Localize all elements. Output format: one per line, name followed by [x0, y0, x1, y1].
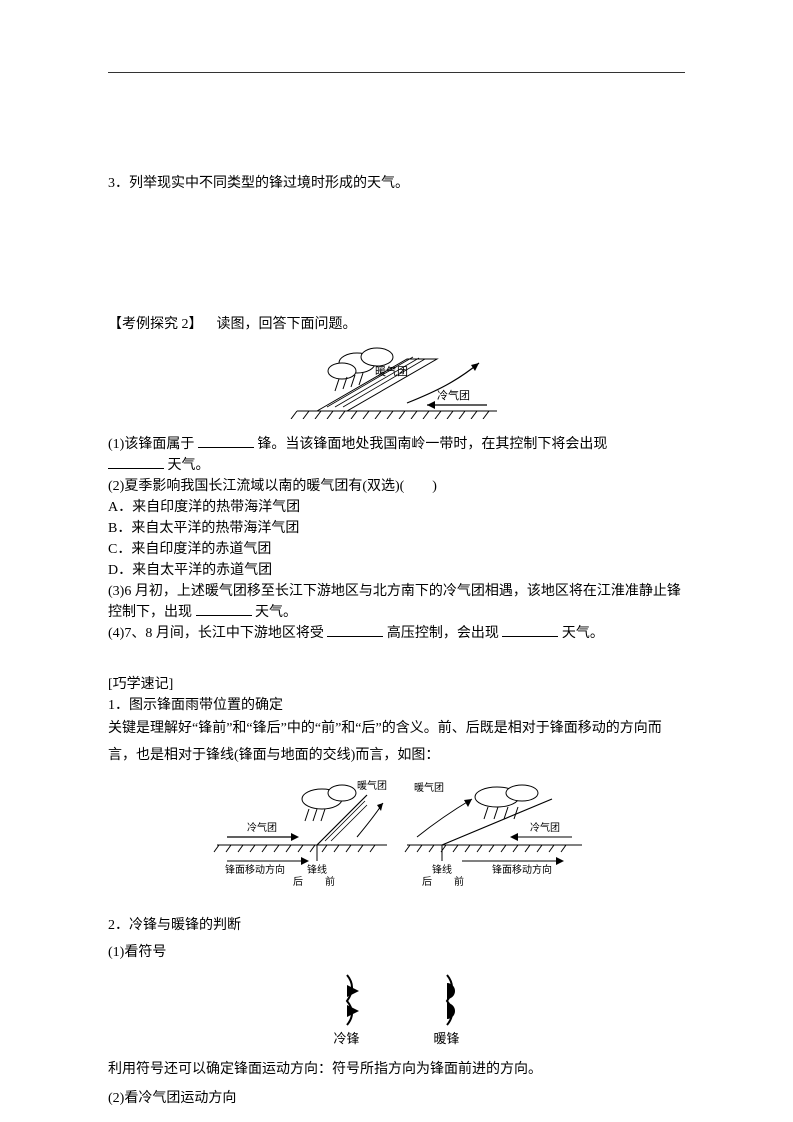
svg-text:前: 前 [325, 875, 335, 888]
tips-s1-note: 利用符号还可以确定锋面运动方向：符号所指方向为锋面前进的方向。 [108, 1059, 685, 1080]
q4-line: (4)7、8 月间，长江中下游地区将受 高压控制，会出现 天气。 [108, 623, 685, 644]
option-c: C．来自印度洋的赤道气团 [108, 539, 685, 560]
warm-front-label: 暖锋 [433, 1029, 459, 1049]
svg-text:锋面移动方向: 锋面移动方向 [492, 863, 552, 876]
q2: (2)夏季影响我国长江流域以南的暖气团有(双选)( ) [108, 476, 685, 497]
tips-h1: 1．图示锋面雨带位置的确定 [108, 695, 685, 716]
fig1-cold-label: 冷气团 [437, 388, 470, 402]
svg-text:暖气团: 暖气团 [357, 779, 387, 792]
example-2-heading: 【考例探究 2】 读图，回答下面问题。 [108, 314, 685, 335]
blank-weather-3[interactable] [502, 623, 558, 637]
blank-front-type[interactable] [198, 434, 254, 448]
example-2-prompt: 读图，回答下面问题。 [217, 317, 357, 332]
svg-text:前: 前 [454, 875, 464, 888]
q1-text-c: 天气。 [168, 458, 210, 473]
q1-text-b: 锋。当该锋面地处我国南岭一带时，在其控制下将会出现 [257, 437, 607, 452]
option-a: A．来自印度洋的热带海洋气团 [108, 497, 685, 518]
example-2-label: 【考例探究 2】 [108, 317, 203, 332]
tips-s1: (1)看符号 [108, 942, 685, 963]
svg-text:冷气团: 冷气团 [530, 821, 560, 834]
blank-weather-1[interactable] [108, 455, 164, 469]
q3-text-a: (3)6 月初，上述暖气团移至长江下游地区与北方南下的冷气团相遇，该地区将在江淮… [108, 584, 681, 620]
tips-p1: 关键是理解好“锋前”和“锋后”中的“前”和“后”的含义。前、后既是相对于锋面移动… [108, 716, 685, 769]
cold-front-symbol: 冷锋 [327, 973, 367, 1049]
tips-s2: (2)看冷气团运动方向 [108, 1088, 685, 1109]
q4-text-c: 天气。 [562, 626, 604, 641]
option-d: D．来自太平洋的赤道气团 [108, 560, 685, 581]
blank-high-pressure[interactable] [327, 623, 383, 637]
tips-header: [巧学速记] [108, 674, 685, 695]
svg-text:锋面移动方向: 锋面移动方向 [225, 863, 285, 876]
svg-text:暖气团: 暖气团 [414, 781, 444, 794]
svg-text:冷气团: 冷气团 [247, 821, 277, 834]
front-symbols-row: 冷锋 暖锋 [108, 973, 685, 1049]
q3-line: (3)6 月初，上述暖气团移至长江下游地区与北方南下的冷气团相遇，该地区将在江淮… [108, 581, 685, 623]
svg-text:后: 后 [422, 876, 432, 888]
q1-text-a: (1)该锋面属于 [108, 437, 194, 452]
option-b: B．来自太平洋的热带海洋气团 [108, 518, 685, 539]
figure-warm-cold-front: 暖气团 冷气团 [108, 341, 685, 426]
svg-text:后: 后 [293, 876, 303, 888]
q1-line1: (1)该锋面属于 锋。当该锋面地处我国南岭一带时，在其控制下将会出现 [108, 434, 685, 455]
fig1-warm-label: 暖气团 [375, 364, 408, 378]
top-rule [108, 72, 685, 73]
tips-h2: 2．冷锋与暖锋的判断 [108, 915, 685, 936]
cold-front-label: 冷锋 [333, 1029, 359, 1049]
svg-text:锋线: 锋线 [307, 863, 327, 876]
question-3: 3．列举现实中不同类型的锋过境时形成的天气。 [108, 173, 685, 194]
svg-text:锋线: 锋线 [432, 863, 452, 876]
q1-line2: 天气。 [108, 455, 685, 476]
q4-text-a: (4)7、8 月间，长江中下游地区将受 [108, 626, 324, 641]
blank-weather-2[interactable] [196, 602, 252, 616]
q3-text-b: 天气。 [255, 605, 297, 620]
warm-front-symbol: 暖锋 [427, 973, 467, 1049]
figure-front-line-pair: 冷气团 暖气团 锋线 锋面移动方向 后 前 [108, 775, 685, 897]
q4-text-b: 高压控制，会出现 [387, 626, 499, 641]
